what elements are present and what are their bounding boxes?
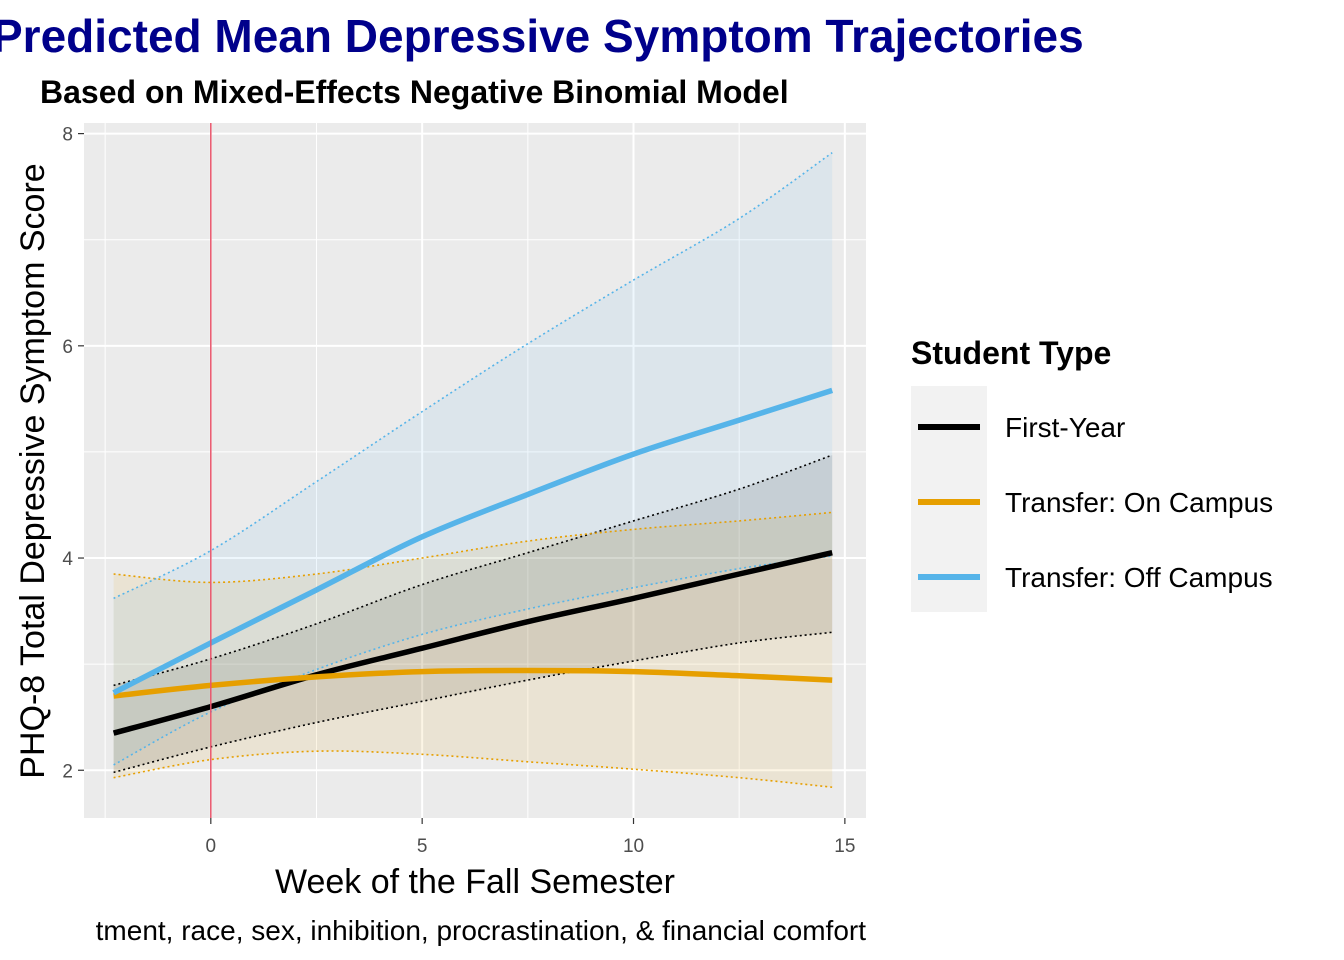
x-tick-label: 15	[834, 836, 855, 857]
grid-minor	[84, 123, 866, 818]
legend-label-first-year: First-Year	[1005, 412, 1125, 443]
lower-bound-first-year	[113, 631, 833, 774]
trajectory-lines	[112, 387, 834, 736]
y-tick-label: 6	[62, 337, 73, 358]
y-tick-label: 8	[62, 125, 73, 146]
lower-bound-transfer-off-campus	[113, 555, 833, 766]
plot-background	[84, 123, 866, 818]
legend-item-transfer-on-campus: Transfer: On Campus	[918, 487, 1273, 518]
legend: Student Type First-Year Transfer: On Camp…	[911, 335, 1273, 612]
x-axis-label: Week of the Fall Semester	[275, 863, 675, 901]
chart-title: Predicted Mean Depressive Symptom Trajec…	[0, 10, 1084, 62]
y-axis-ticks: 2 4 6 8	[62, 125, 84, 782]
chart-caption: tment, race, sex, inhibition, procrastin…	[96, 915, 867, 946]
x-tick-label: 5	[417, 836, 428, 857]
x-tick-label: 0	[206, 836, 217, 857]
line-transfer-off-campus	[112, 387, 834, 696]
legend-label-transfer-off-campus: Transfer: Off Campus	[1005, 562, 1273, 593]
ribbon-transfer-on-campus	[113, 512, 833, 788]
line-first-year	[112, 550, 833, 736]
y-tick-label: 2	[62, 761, 73, 782]
ribbon-first-year	[113, 455, 833, 773]
legend-label-transfer-on-campus: Transfer: On Campus	[1005, 487, 1273, 518]
line-transfer-on-campus	[113, 667, 833, 699]
plot-panel	[84, 123, 866, 818]
legend-title: Student Type	[911, 335, 1111, 371]
x-axis-ticks: 0 5 10 15	[206, 818, 855, 857]
upper-bound-first-year	[113, 454, 833, 687]
legend-item-transfer-off-campus: Transfer: Off Campus	[918, 562, 1273, 593]
confidence-bounds	[113, 152, 833, 788]
chart-subtitle: Based on Mixed-Effects Negative Binomial…	[40, 74, 789, 110]
lower-bound-transfer-on-campus	[113, 750, 833, 788]
confidence-ribbons	[113, 152, 833, 788]
legend-items: First-Year Transfer: On Campus Transfer: O…	[918, 412, 1273, 593]
legend-item-first-year: First-Year	[918, 412, 1125, 443]
ribbon-transfer-off-campus	[113, 152, 833, 765]
y-tick-label: 4	[62, 549, 73, 570]
x-tick-label: 10	[623, 836, 644, 857]
y-axis-label: PHQ-8 Total Depressive Symptom Score	[14, 163, 52, 778]
